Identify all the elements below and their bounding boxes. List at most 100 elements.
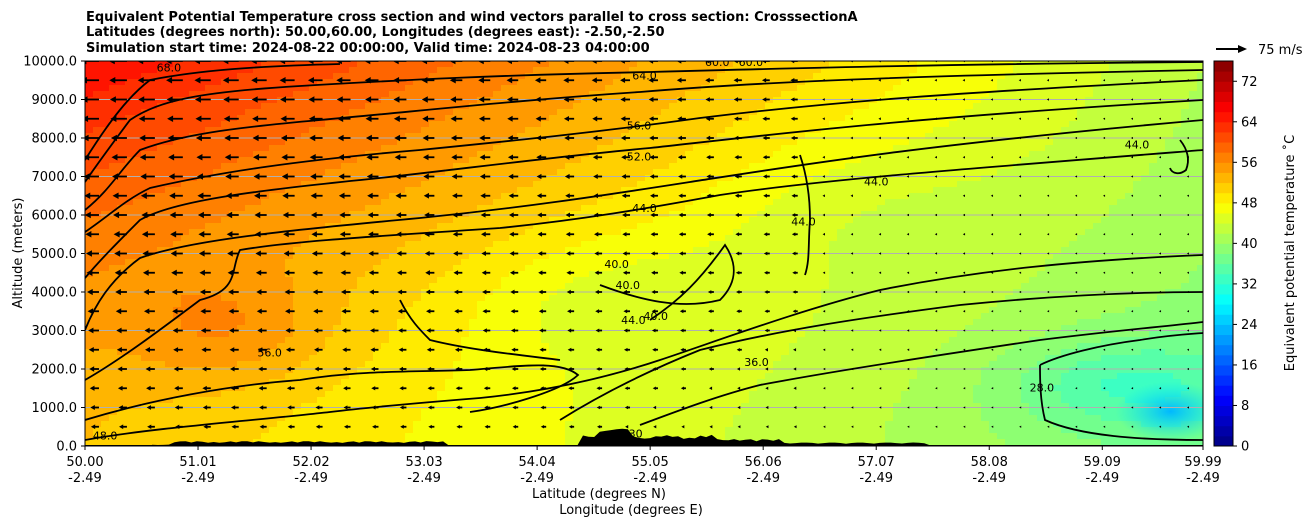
wind-vector-head [1187,425,1190,428]
wind-vector-head [143,288,149,296]
wind-vector-head [141,230,148,238]
wind-vector-head [737,386,741,390]
wind-vector-head [906,310,910,313]
wind-vector-head [850,271,854,275]
wind-vector-head [1103,213,1106,217]
colorbar-tick-label: 0 [1241,440,1249,455]
wind-vector-head [596,386,600,391]
wind-vector-head [764,290,768,294]
wind-vector-head [878,252,882,255]
wind-vector-head [540,424,545,429]
wind-vector-head [734,116,739,122]
wind-vector-head [226,211,233,219]
wind-vector-head [563,61,569,64]
wind-vector-head [823,387,826,390]
wind-vector-head [879,406,882,409]
wind-vector-head [479,154,485,161]
wind-vector-head [145,366,151,372]
wind-vector-head [621,154,626,160]
wind-vector-head [337,134,344,142]
contour-label: 52.0 [627,150,652,163]
wind-vector-head [1047,387,1050,390]
x-tick-label-lat: 55.05 [632,455,669,470]
wind-vector-head [595,347,600,352]
colorbar-segment [1214,253,1233,265]
contour-line [1039,332,1203,441]
wind-vector-head [761,77,767,83]
wind-vector-head [1047,425,1050,428]
wind-vector-head [1074,79,1078,82]
wind-vector-head [309,153,316,161]
wind-vector-head [1075,425,1078,428]
wind-vector-head [193,61,200,65]
wind-vector-head [793,425,797,429]
contour-label: 40.0 [616,279,641,292]
wind-vector-head [850,329,854,332]
wind-vector-head [371,386,376,391]
wind-vector-head [173,366,179,372]
wind-vector-head [934,78,937,82]
wind-vector-head [564,135,570,141]
wind-vector-head [793,386,797,390]
wind-vector-head [906,271,910,274]
wind-vector-head [169,192,176,200]
wind-vector-head [372,424,376,429]
wind-vector-head [370,347,375,353]
temperature-field [85,61,1203,446]
wind-vector-head [259,424,264,429]
wind-vector-head [623,309,628,314]
wind-vector-head [137,76,144,84]
wind-vector-head [538,289,543,295]
wind-vector-head [1103,310,1106,313]
wind-vector-head [1019,348,1022,351]
wind-vector-head [709,425,713,429]
wind-vector-head [1103,425,1106,428]
wind-vector-head [793,367,797,371]
wind-vector-head [285,327,291,334]
wind-vector-head [1131,406,1134,409]
wind-vector-head [652,347,656,352]
wind-vector-head [763,232,768,237]
contour-line [559,291,1203,421]
contour-labels: 68.0 64.0 60.0 60.0 56.0 52.0 44.0 44.0 44.0 44.0… [93,61,1149,442]
wind-vector-head [1102,79,1106,82]
wind-vector-head [878,213,882,217]
wind-vector-head [198,231,205,238]
wind-vector-head [366,173,373,180]
wind-vector-head [681,425,685,429]
wind-vector-head [336,76,343,84]
wind-vector-head [539,347,544,352]
wind-vector-head [1075,406,1078,409]
wind-vector-head [878,271,882,275]
wind-vector-head [252,115,259,123]
gridlines [85,61,1203,446]
wind-vector-head [991,406,994,409]
wind-vector-head [1047,290,1050,294]
wind-vector-head [231,405,236,410]
wind-vector-head [1186,310,1189,313]
wind-vector-head [708,367,712,371]
wind-vector-head [596,367,600,371]
wind-vector-head [761,61,767,64]
wind-vector-head [935,406,938,409]
contour-line [85,63,341,161]
wind-vector-head [253,153,260,161]
wind-vector-head [166,96,173,103]
wind-vector-head [481,250,486,257]
x-tick-label-lat: 59.09 [1084,455,1121,470]
wind-vector-head [85,173,90,180]
wind-vector-head [679,309,684,314]
wind-vector-head [1074,194,1078,197]
wind-vector-head [424,250,430,257]
contour-label: 56.0 [257,347,282,360]
wind-vector-head [536,173,542,180]
y-tick-label: 4000.0 [32,286,78,301]
contour-line [85,254,1203,441]
y-tick-label: 3000.0 [32,324,78,339]
wind-vector-head [1019,310,1022,313]
wind-vector-head [201,347,207,353]
wind-vector-head [397,270,402,276]
wind-vector-head [1130,175,1134,178]
wind-vector-head [1102,136,1106,140]
y-axis-label: Altitude (meters) [11,198,26,309]
